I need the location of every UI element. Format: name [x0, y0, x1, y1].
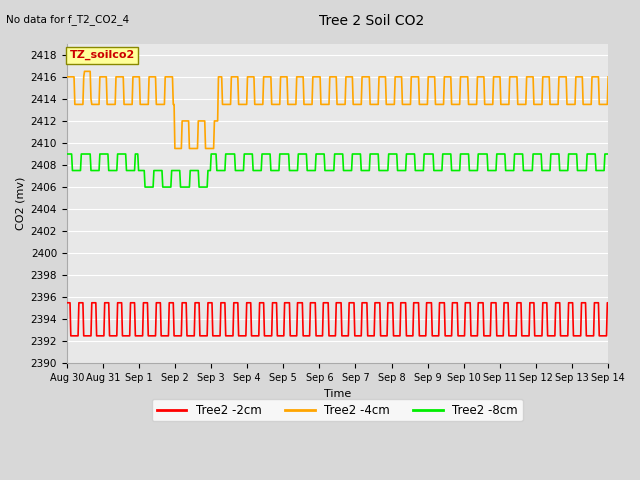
- X-axis label: Time: Time: [324, 389, 351, 399]
- Text: TZ_soilco2: TZ_soilco2: [70, 50, 135, 60]
- Text: Tree 2 Soil CO2: Tree 2 Soil CO2: [319, 14, 424, 28]
- Legend: Tree2 -2cm, Tree2 -4cm, Tree2 -8cm: Tree2 -2cm, Tree2 -4cm, Tree2 -8cm: [152, 399, 523, 421]
- Y-axis label: CO2 (mv): CO2 (mv): [15, 177, 25, 230]
- Text: No data for f_T2_CO2_4: No data for f_T2_CO2_4: [6, 14, 129, 25]
